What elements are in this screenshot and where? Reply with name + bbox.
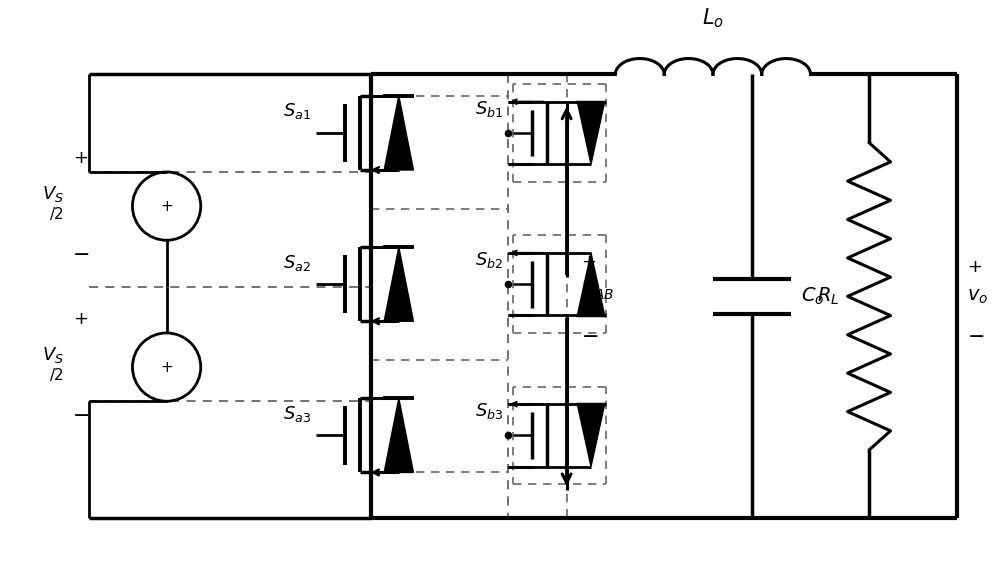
Text: $S_{a3}$: $S_{a3}$ (283, 404, 311, 424)
Text: $v_o$: $v_o$ (967, 287, 988, 306)
Text: $V_S$: $V_S$ (42, 184, 64, 205)
Polygon shape (384, 398, 413, 472)
Text: $/2$: $/2$ (49, 206, 64, 223)
Text: $R_L$: $R_L$ (817, 286, 839, 307)
Text: +: + (73, 149, 88, 167)
Text: $S_{a1}$: $S_{a1}$ (283, 102, 311, 121)
Text: +: + (160, 359, 173, 375)
Text: +: + (581, 253, 596, 271)
Text: $-$: $-$ (581, 325, 599, 345)
Polygon shape (577, 253, 605, 315)
Text: $-$: $-$ (72, 404, 89, 424)
Polygon shape (577, 404, 605, 467)
Text: $-$: $-$ (967, 325, 984, 345)
Text: +: + (73, 310, 88, 328)
Polygon shape (384, 247, 413, 321)
Text: +: + (160, 199, 173, 214)
Polygon shape (384, 96, 413, 170)
Text: $-$: $-$ (72, 243, 89, 263)
Text: $S_{b1}$: $S_{b1}$ (475, 98, 503, 119)
Polygon shape (577, 102, 605, 164)
Text: $V_{AB}$: $V_{AB}$ (581, 281, 614, 302)
Text: $S_{a2}$: $S_{a2}$ (283, 253, 311, 273)
Text: +: + (967, 258, 982, 276)
Text: $C_o$: $C_o$ (801, 286, 824, 307)
Text: $L_o$: $L_o$ (702, 7, 724, 31)
Text: $S_{b3}$: $S_{b3}$ (475, 401, 503, 421)
Text: $S_{b2}$: $S_{b2}$ (475, 250, 503, 270)
Text: $/2$: $/2$ (49, 366, 64, 384)
Text: $V_S$: $V_S$ (42, 345, 64, 366)
